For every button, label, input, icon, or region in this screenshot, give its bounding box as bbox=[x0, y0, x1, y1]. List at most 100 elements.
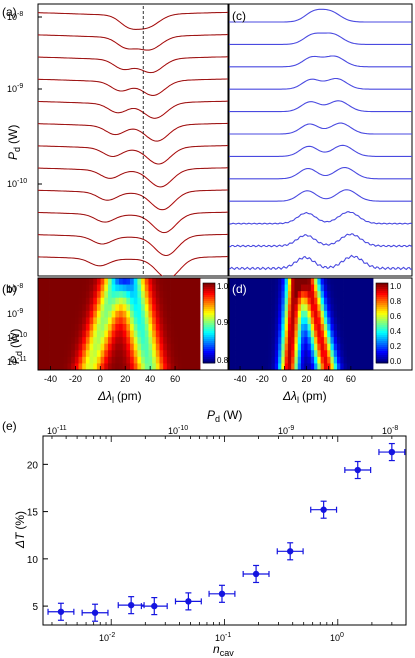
heatmap-cell bbox=[130, 350, 135, 358]
heatmap-cell bbox=[245, 284, 250, 292]
heatmap-cell bbox=[327, 356, 331, 364]
heatmap-cell bbox=[314, 297, 318, 305]
heatmap-cell bbox=[152, 350, 157, 358]
heatmap-cell bbox=[38, 324, 43, 331]
colorbar-segment bbox=[203, 283, 215, 286]
heatmap-cell bbox=[148, 297, 153, 305]
heatmap-cell bbox=[314, 343, 318, 351]
heatmap-cell bbox=[235, 310, 240, 318]
colorbar-segment bbox=[203, 329, 215, 332]
panel-e-label: (e) bbox=[2, 419, 17, 433]
heatmap-cell bbox=[52, 310, 57, 318]
heatmap-cell bbox=[333, 337, 338, 345]
heatmap-cell bbox=[343, 356, 348, 364]
heatmap-cell bbox=[353, 317, 358, 325]
heatmap-cell bbox=[144, 343, 149, 351]
heatmap-cell bbox=[100, 350, 105, 358]
heatmap-cell bbox=[333, 310, 338, 318]
heatmap-cell bbox=[89, 278, 94, 285]
heatmap-cell bbox=[229, 291, 233, 299]
heatmap-cell bbox=[141, 330, 146, 338]
heatmap-cell bbox=[343, 284, 348, 292]
heatmap-cell bbox=[278, 317, 282, 325]
heatmap-cell bbox=[317, 356, 322, 364]
heatmap-cell bbox=[261, 297, 266, 305]
heatmap-cell bbox=[56, 337, 61, 345]
heatmap-cell bbox=[119, 363, 124, 371]
heatmap-cell bbox=[278, 337, 282, 345]
heatmap-cell bbox=[291, 324, 295, 331]
heatmap-cell bbox=[185, 317, 190, 325]
heatmap-cell bbox=[100, 278, 105, 285]
colorbar-segment bbox=[376, 313, 388, 316]
colorbar-segment bbox=[203, 357, 215, 360]
heatmap-cell bbox=[232, 278, 236, 285]
heatmap-cell bbox=[52, 278, 57, 285]
heatmap-cell bbox=[82, 284, 87, 292]
heatmap-cell bbox=[185, 291, 190, 299]
heatmap-cell bbox=[60, 324, 65, 331]
heatmap-cell bbox=[152, 297, 157, 305]
panel-a-fit bbox=[38, 78, 228, 96]
heatmap-cell bbox=[141, 317, 146, 325]
panel-b-cbar-tick-1: 1.0 bbox=[217, 282, 229, 291]
heatmap-cell bbox=[278, 291, 282, 299]
heatmap-cell bbox=[71, 330, 76, 338]
heatmap-cell bbox=[261, 343, 266, 351]
panel-a-ylabel: Pd(W) bbox=[6, 125, 22, 160]
heatmap-cell bbox=[356, 324, 361, 331]
heatmap-cell bbox=[291, 297, 295, 305]
heatmap-cell bbox=[317, 291, 322, 299]
heatmap-cell bbox=[232, 363, 236, 371]
colorbar-segment bbox=[376, 329, 388, 332]
heatmap-cell bbox=[115, 356, 120, 364]
heatmap-cell bbox=[52, 343, 57, 351]
heatmap-cell bbox=[56, 330, 61, 338]
heatmap-cell bbox=[107, 304, 113, 312]
heatmap-cell bbox=[78, 278, 83, 285]
heatmap-cell bbox=[350, 304, 354, 312]
heatmap-cell bbox=[327, 343, 331, 351]
heatmap-cell bbox=[284, 356, 289, 364]
heatmap-cell bbox=[82, 278, 87, 285]
data-point bbox=[276, 542, 304, 561]
heatmap-cell bbox=[317, 324, 322, 331]
heatmap-cell bbox=[38, 343, 43, 351]
heatmap-cell bbox=[96, 291, 101, 299]
heatmap-cell bbox=[111, 304, 116, 312]
heatmap-cell bbox=[245, 317, 250, 325]
heatmap-cell bbox=[271, 330, 276, 338]
heatmap-cell bbox=[71, 317, 76, 325]
heatmap-cell bbox=[196, 317, 201, 325]
colorbar-segment bbox=[203, 287, 215, 290]
panel-c-trace bbox=[229, 8, 412, 23]
colorbar-segment bbox=[376, 309, 388, 312]
panel-a-ytick-1: 10-8 bbox=[7, 11, 23, 22]
heatmap-cell bbox=[327, 330, 331, 338]
colorbar-segment bbox=[376, 327, 388, 330]
colorbar-segment bbox=[376, 325, 388, 328]
heatmap-cell bbox=[265, 310, 269, 318]
colorbar-segment bbox=[203, 313, 215, 316]
heatmap-cell bbox=[141, 304, 146, 312]
heatmap-cell bbox=[359, 291, 364, 299]
colorbar-segment bbox=[203, 315, 215, 318]
heatmap-cell bbox=[310, 363, 315, 371]
panel-c-label: (c) bbox=[232, 9, 246, 23]
heatmap-cell bbox=[238, 350, 243, 358]
heatmap-cell bbox=[245, 297, 250, 305]
panel-a-fit bbox=[38, 167, 228, 188]
heatmap-cell bbox=[49, 304, 54, 312]
heatmap-cell bbox=[104, 317, 109, 325]
panel-a-fit bbox=[38, 123, 228, 142]
panel-c-traces bbox=[229, 8, 412, 271]
heatmap-cell bbox=[245, 278, 250, 285]
heatmap-cell bbox=[314, 363, 318, 371]
heatmap-cell bbox=[248, 291, 253, 299]
colorbar-segment bbox=[203, 333, 215, 336]
colorbar-segment bbox=[203, 307, 215, 310]
heatmap-cell bbox=[163, 317, 168, 325]
heatmap-cell bbox=[301, 278, 305, 285]
heatmap-cell bbox=[359, 317, 364, 325]
panel-e-ylabel: ΔT(%) bbox=[13, 511, 27, 549]
